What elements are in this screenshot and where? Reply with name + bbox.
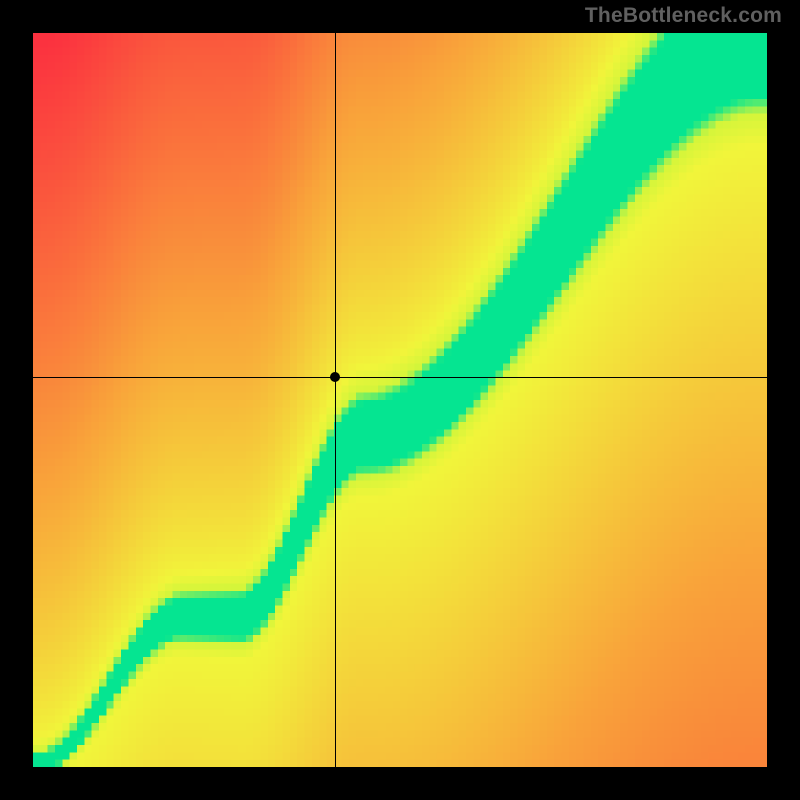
plot-area — [33, 33, 767, 767]
crosshair-horizontal — [33, 377, 767, 378]
crosshair-vertical — [335, 33, 336, 767]
watermark-label: TheBottleneck.com — [585, 4, 782, 28]
crosshair-marker — [330, 372, 340, 382]
chart-container: TheBottleneck.com — [0, 0, 800, 800]
heatmap-canvas — [33, 33, 767, 767]
